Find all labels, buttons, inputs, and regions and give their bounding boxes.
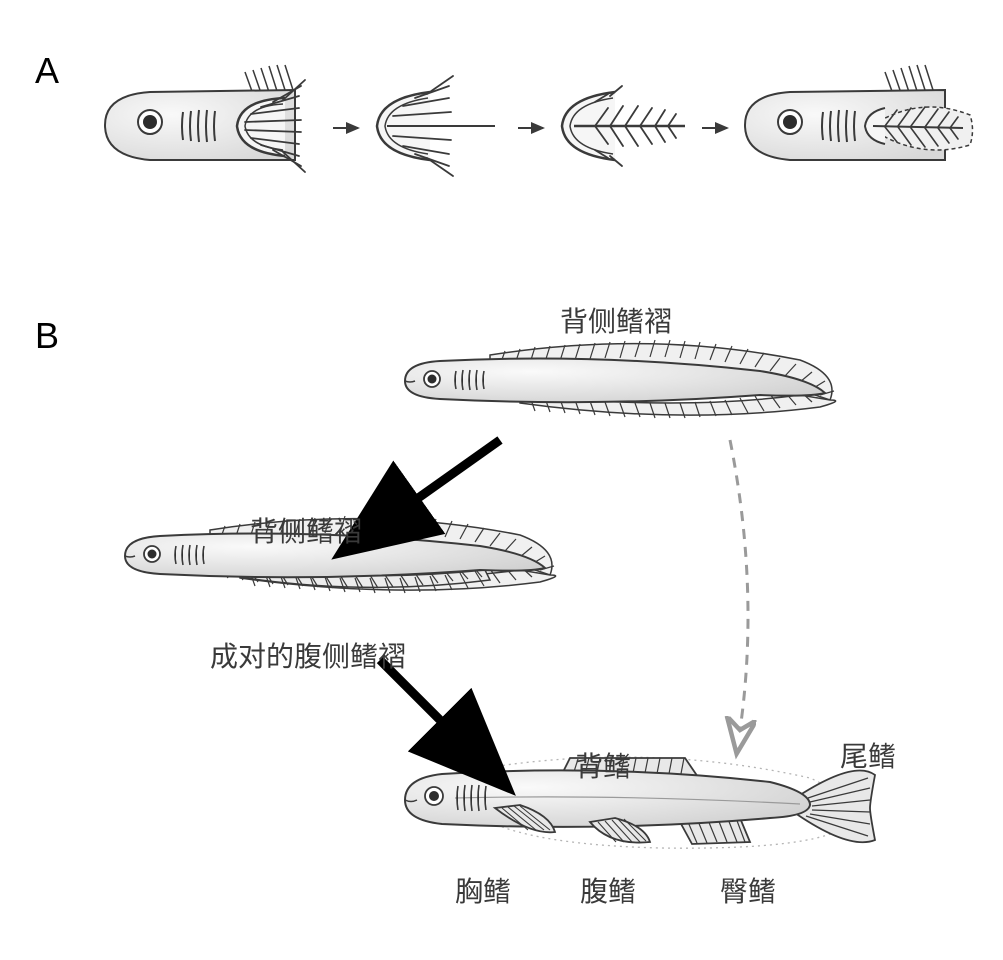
label-caudal-fin: 尾鳍	[840, 735, 896, 775]
label-dorsal-fin: 背鳍	[575, 745, 631, 785]
panel-b-diagram	[0, 260, 1003, 960]
arrow-top-to-mid	[390, 440, 500, 518]
label-anal-fin: 臀鳍	[720, 870, 776, 910]
label-dorsal-fold-top: 背侧鳍褶	[560, 300, 672, 340]
fish-top	[405, 340, 836, 418]
label-pelvic-fin: 腹鳍	[580, 870, 636, 910]
label-dorsal-fold-mid: 背侧鳍褶	[250, 510, 362, 550]
label-paired-ventral: 成对的腹侧鳍褶	[210, 635, 406, 675]
panel-a-diagram	[0, 0, 1003, 250]
label-pectoral-fin: 胸鳍	[455, 870, 511, 910]
arrow-dashed	[730, 440, 748, 730]
fish-bottom	[405, 757, 875, 848]
